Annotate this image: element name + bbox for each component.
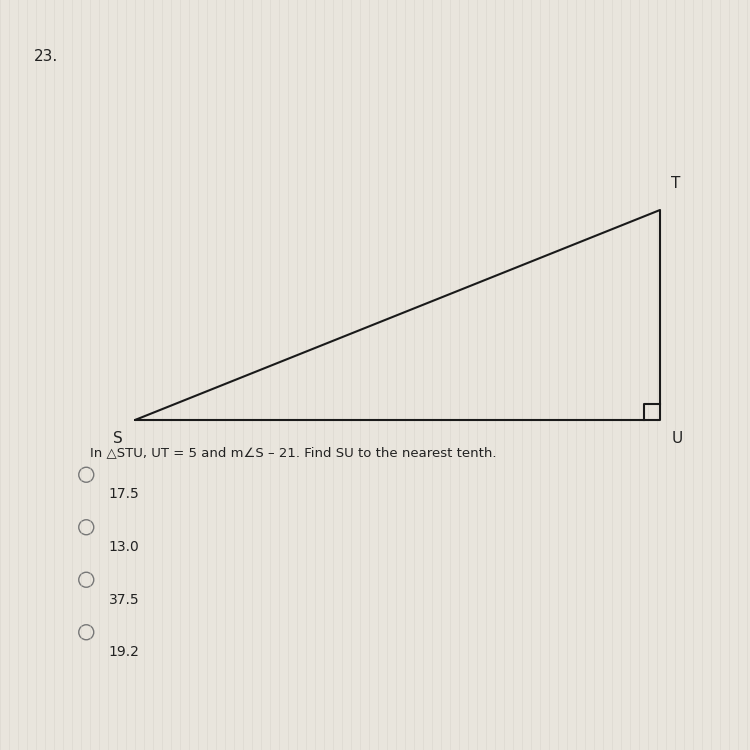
Text: T: T <box>671 176 681 191</box>
Text: In △STU, UT = 5 and m∠S – 21. Find SU to the nearest tenth.: In △STU, UT = 5 and m∠S – 21. Find SU to… <box>90 446 496 459</box>
Text: 23.: 23. <box>34 49 58 64</box>
Text: 17.5: 17.5 <box>109 488 140 502</box>
Text: 13.0: 13.0 <box>109 540 140 554</box>
Text: S: S <box>112 431 122 446</box>
Text: U: U <box>671 431 682 446</box>
Text: 19.2: 19.2 <box>109 645 140 659</box>
Text: 37.5: 37.5 <box>109 592 140 607</box>
